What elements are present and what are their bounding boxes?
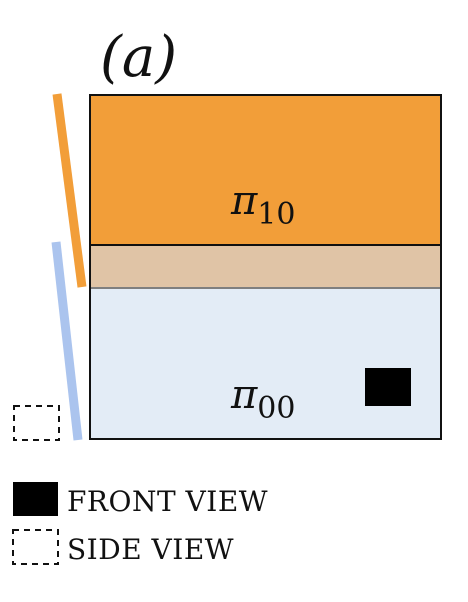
side-view-marker <box>13 405 60 441</box>
legend-front-label: FRONT VIEW <box>67 485 268 518</box>
label-pi10-subscript: 10 <box>257 197 295 232</box>
label-pi00: π00 <box>230 372 295 426</box>
legend-side-label: SIDE VIEW <box>67 533 234 566</box>
region-outline <box>89 94 442 440</box>
label-pi10: π10 <box>230 178 295 232</box>
legend-front-swatch <box>13 482 58 516</box>
region-overlap <box>90 245 441 288</box>
blue-side-bar <box>51 241 83 441</box>
label-pi00-subscript: 00 <box>257 391 295 426</box>
orange-side-bar <box>52 93 87 288</box>
front-view-marker <box>365 368 411 406</box>
label-pi00-symbol: π <box>230 372 258 418</box>
legend-side-swatch <box>12 529 59 565</box>
panel-label: (a) <box>100 25 177 90</box>
label-pi10-symbol: π <box>230 178 258 224</box>
